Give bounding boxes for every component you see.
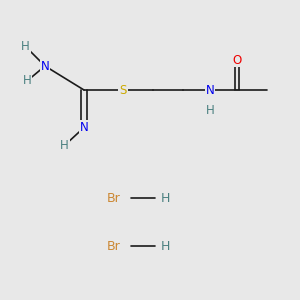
Text: Br: Br	[107, 191, 121, 205]
Text: H: H	[160, 239, 170, 253]
Text: S: S	[119, 83, 127, 97]
Text: H: H	[206, 104, 214, 118]
Text: H: H	[160, 191, 170, 205]
Text: N: N	[40, 59, 50, 73]
Text: H: H	[22, 74, 32, 88]
Text: N: N	[80, 121, 88, 134]
Text: H: H	[21, 40, 30, 53]
Text: O: O	[232, 53, 242, 67]
Text: Br: Br	[107, 239, 121, 253]
Text: H: H	[60, 139, 69, 152]
Text: N: N	[206, 83, 214, 97]
